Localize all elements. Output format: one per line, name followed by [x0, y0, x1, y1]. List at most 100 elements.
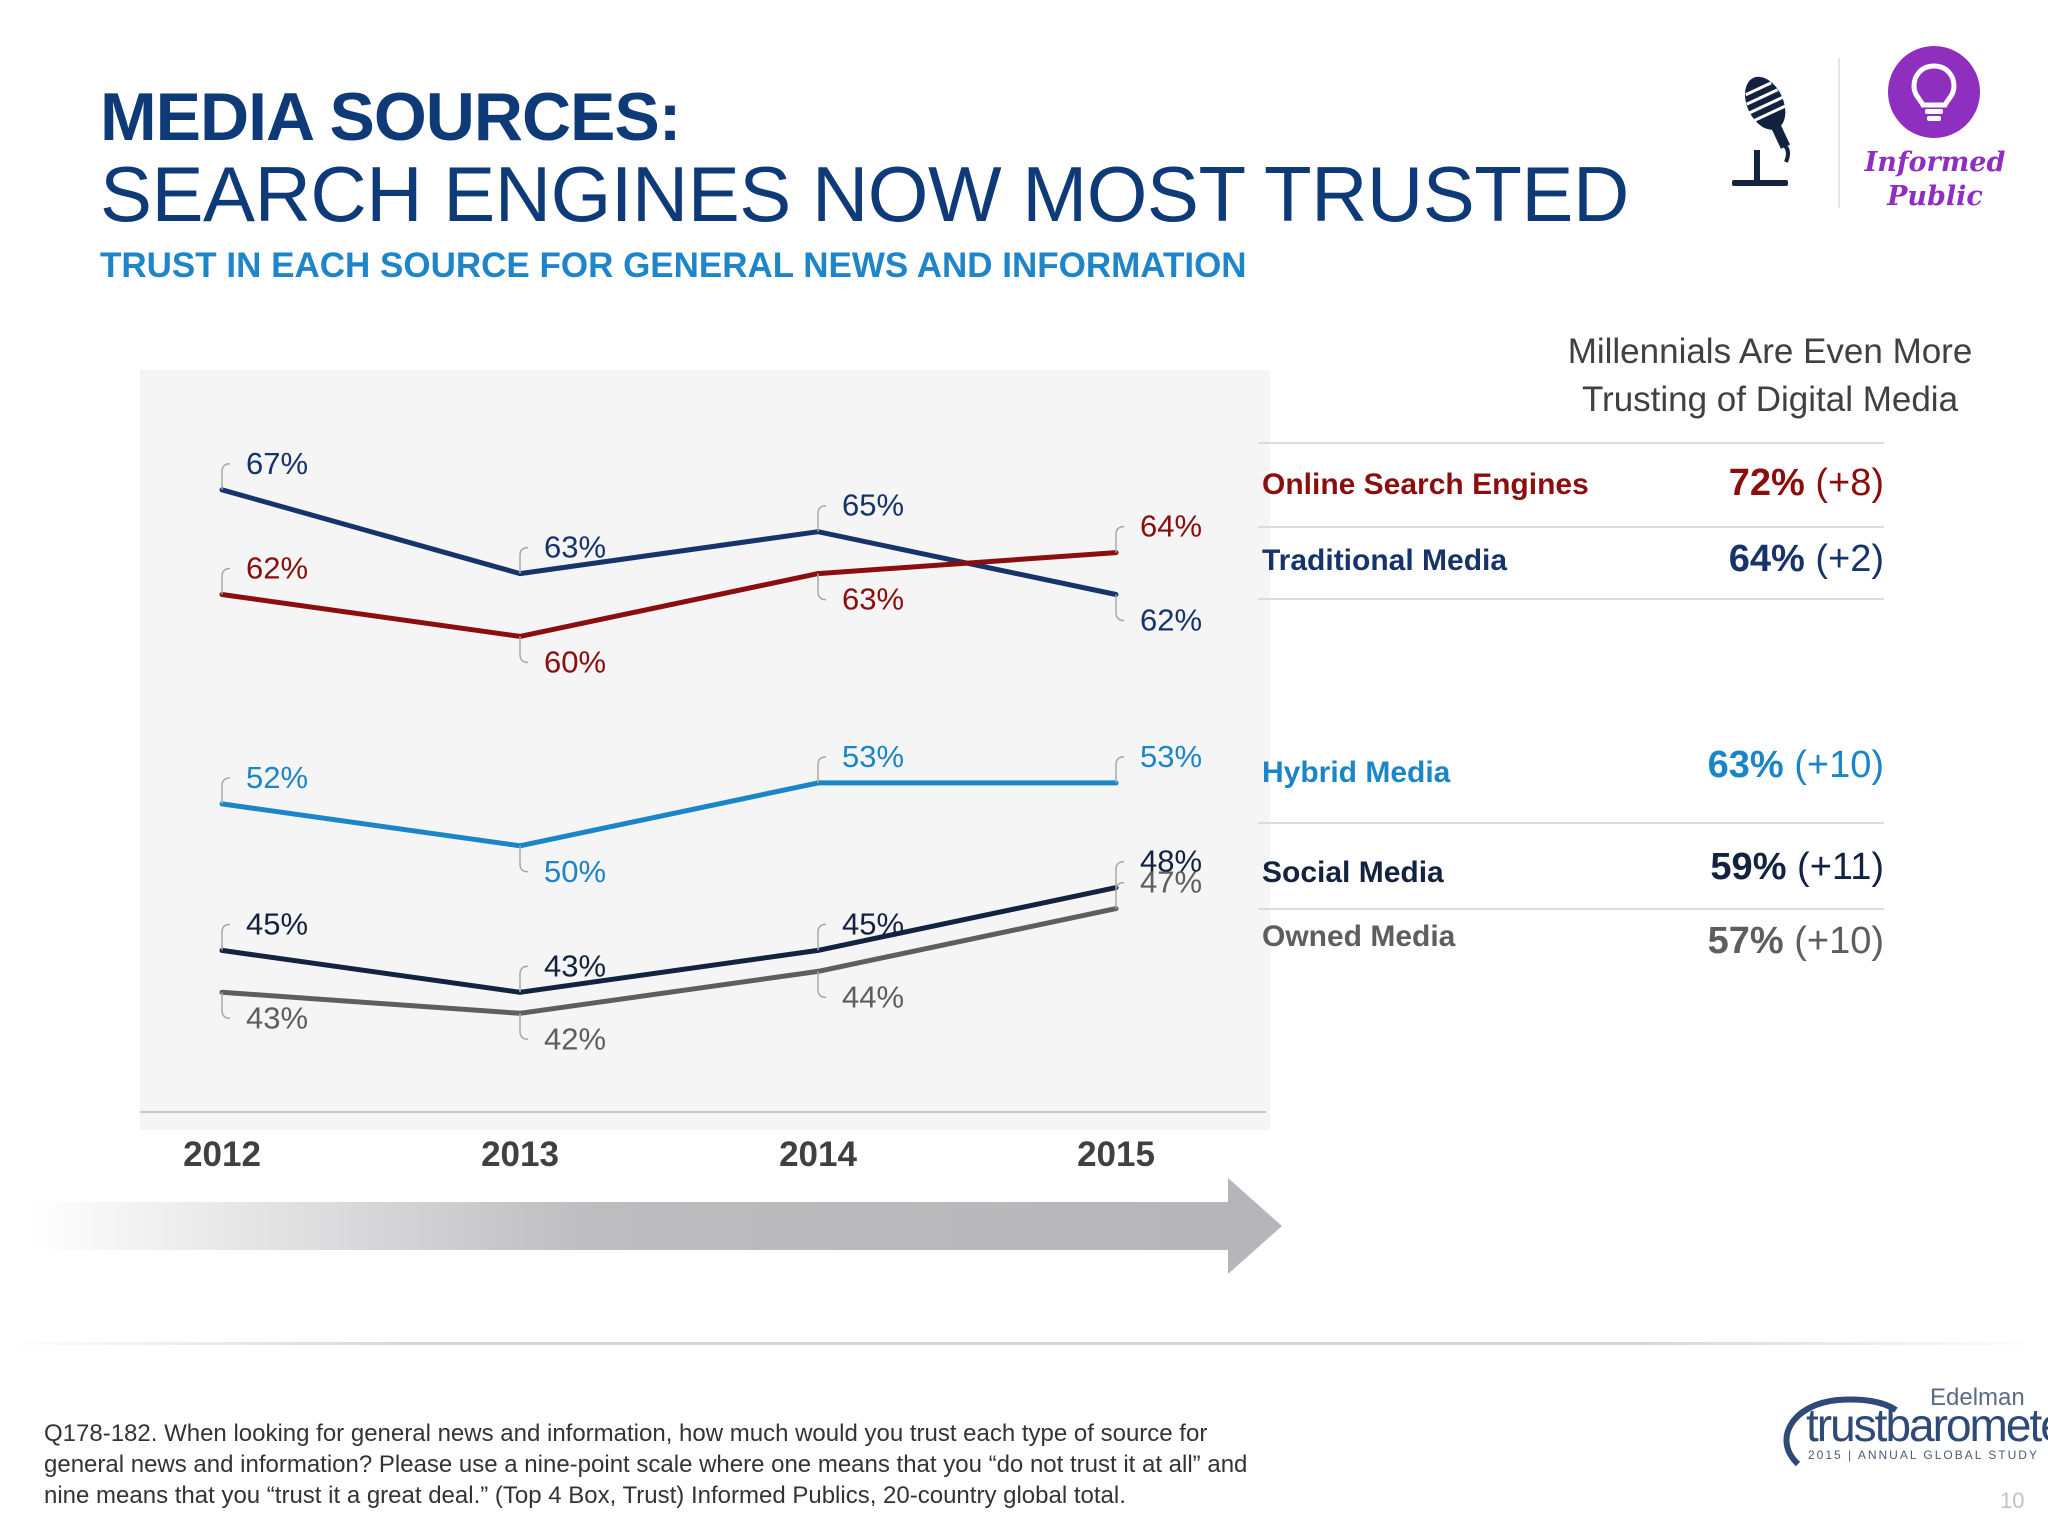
- data-label-leader: [221, 463, 231, 490]
- data-label-leader: [817, 971, 827, 999]
- data-label: 42%: [544, 1021, 606, 1056]
- data-label-leader: [817, 573, 827, 601]
- data-point: [1113, 780, 1119, 786]
- data-label-leader: [519, 965, 529, 993]
- data-point: [219, 947, 225, 953]
- data-label-leader: [221, 992, 231, 1020]
- trustbarometer-subtitle: 2015 | ANNUAL GLOBAL STUDY: [1808, 1448, 2039, 1462]
- row-value: 64% (+2): [1729, 538, 1884, 581]
- divider-line: [1258, 442, 1884, 444]
- row-label: Traditional Media: [1262, 544, 1508, 577]
- row-value: 63% (+10): [1708, 744, 1884, 787]
- badge-line2: Public: [1887, 181, 1983, 212]
- data-point: [219, 487, 225, 493]
- data-label-leader: [1115, 594, 1125, 622]
- data-label-leader: [519, 546, 529, 574]
- data-label: 48%: [1140, 844, 1202, 879]
- series-line-search: [221, 550, 1117, 639]
- footnote-line3: nine means that you “trust it a great de…: [44, 1482, 1126, 1509]
- data-point: [1113, 550, 1119, 556]
- row-value: 59% (+11): [1710, 846, 1884, 889]
- divider-line: [1258, 908, 1884, 910]
- series-line-social: [221, 885, 1117, 995]
- data-label: 44%: [842, 979, 904, 1014]
- row-label: Social Media: [1262, 856, 1444, 889]
- data-point: [517, 843, 523, 849]
- brand-trust: trust: [1806, 1399, 1887, 1451]
- trustbarometer-logo-swoosh: [1783, 1396, 1898, 1467]
- data-label: 67%: [246, 446, 308, 481]
- row-value: 72% (+8): [1729, 462, 1884, 505]
- data-point: [815, 571, 821, 577]
- x-tick-label: 2013: [481, 1135, 559, 1174]
- footer-divider: [0, 1342, 2048, 1345]
- divider-line: [1258, 598, 1884, 600]
- row-change: (+10): [1794, 744, 1884, 786]
- row-value: 57% (+10): [1708, 920, 1884, 963]
- row-pct: 72%: [1728, 462, 1805, 504]
- data-label: 45%: [842, 906, 904, 941]
- divider-line: [1258, 526, 1884, 528]
- data-label-leader: [817, 756, 827, 783]
- data-label-leader: [221, 923, 231, 951]
- data-label: 60%: [544, 644, 606, 679]
- row-pct: 64%: [1728, 538, 1805, 580]
- series-line-owned: [221, 906, 1117, 1016]
- millennial-row-search: Online Search Engines 72% (+8): [1258, 462, 1884, 514]
- page-number: 10: [2000, 1488, 2025, 1513]
- x-tick-label: 2012: [183, 1135, 261, 1174]
- data-point: [517, 1010, 523, 1016]
- row-label: Online Search Engines: [1262, 468, 1589, 501]
- data-label: 63%: [544, 530, 606, 565]
- divider-line: [1258, 822, 1884, 824]
- data-label: 53%: [842, 739, 904, 774]
- row-change: (+2): [1815, 538, 1884, 580]
- informed-public-badge: Informed Public: [1855, 146, 2015, 214]
- timeline-arrow: [30, 1178, 1282, 1274]
- data-point: [815, 968, 821, 974]
- series-line-hybrid: [221, 780, 1116, 849]
- plot-area: [140, 370, 1270, 1130]
- data-label-leader: [221, 777, 231, 804]
- row-change: (+10): [1794, 920, 1884, 962]
- data-label: 62%: [1140, 603, 1202, 638]
- data-label-leader: [817, 504, 827, 532]
- data-label: 47%: [1140, 865, 1202, 900]
- data-label: 53%: [1140, 739, 1202, 774]
- millennial-row-traditional: Traditional Media 64% (+2): [1258, 538, 1884, 590]
- data-point: [815, 780, 821, 786]
- badge-line1: Informed: [1864, 147, 2006, 178]
- footnote-line1: Q178-182. When looking for general news …: [44, 1420, 1208, 1447]
- trust-line-chart: 67% 63% 65% 62% 62% 60% 63% 64% 52% 50% 53% 53% 45% 4…: [140, 370, 1270, 1174]
- row-label: Hybrid Media: [1262, 756, 1451, 789]
- millennial-row-owned: Owned Media 57% (+10): [1258, 914, 1884, 966]
- data-label-leader: [221, 567, 231, 595]
- page-title-line2: SEARCH ENGINES NOW MOST TRUSTED: [100, 150, 1629, 238]
- data-label: 65%: [842, 488, 904, 523]
- data-point: [815, 947, 821, 953]
- data-label-leader: [519, 636, 529, 664]
- data-label-leader: [1115, 860, 1125, 888]
- microphone-icon: [1732, 76, 1791, 186]
- data-label: 43%: [246, 1000, 308, 1035]
- trustbarometer-wordmark: trustbarometer: [1806, 1400, 2048, 1450]
- data-label: 52%: [246, 760, 308, 795]
- data-label: 45%: [246, 906, 308, 941]
- millennials-heading: Millennials Are Even More Trusting of Di…: [1540, 328, 2000, 424]
- data-label-leader: [519, 845, 529, 873]
- data-label-leader: [519, 1013, 529, 1041]
- data-label-leader: [817, 923, 827, 951]
- footnote-line2: general news and information? Please use…: [44, 1451, 1248, 1478]
- x-tick-label: 2014: [779, 1135, 857, 1174]
- row-change: (+11): [1797, 846, 1884, 888]
- row-pct: 63%: [1707, 744, 1784, 786]
- page-subtitle: TRUST IN EACH SOURCE FOR GENERAL NEWS AN…: [100, 246, 1247, 285]
- data-label-leader: [1115, 525, 1125, 553]
- brand-barometer: barometer: [1885, 1399, 2048, 1451]
- millennials-heading-line1: Millennials Are Even More: [1567, 332, 1973, 371]
- page-title-line1: MEDIA SOURCES:: [100, 79, 681, 155]
- lightbulb-icon: [1888, 46, 1980, 138]
- millennial-row-hybrid: Hybrid Media 63% (+10): [1258, 744, 1884, 796]
- row-label: Owned Media: [1262, 920, 1456, 953]
- millennial-row-social: Social Media 59% (+11): [1258, 846, 1884, 898]
